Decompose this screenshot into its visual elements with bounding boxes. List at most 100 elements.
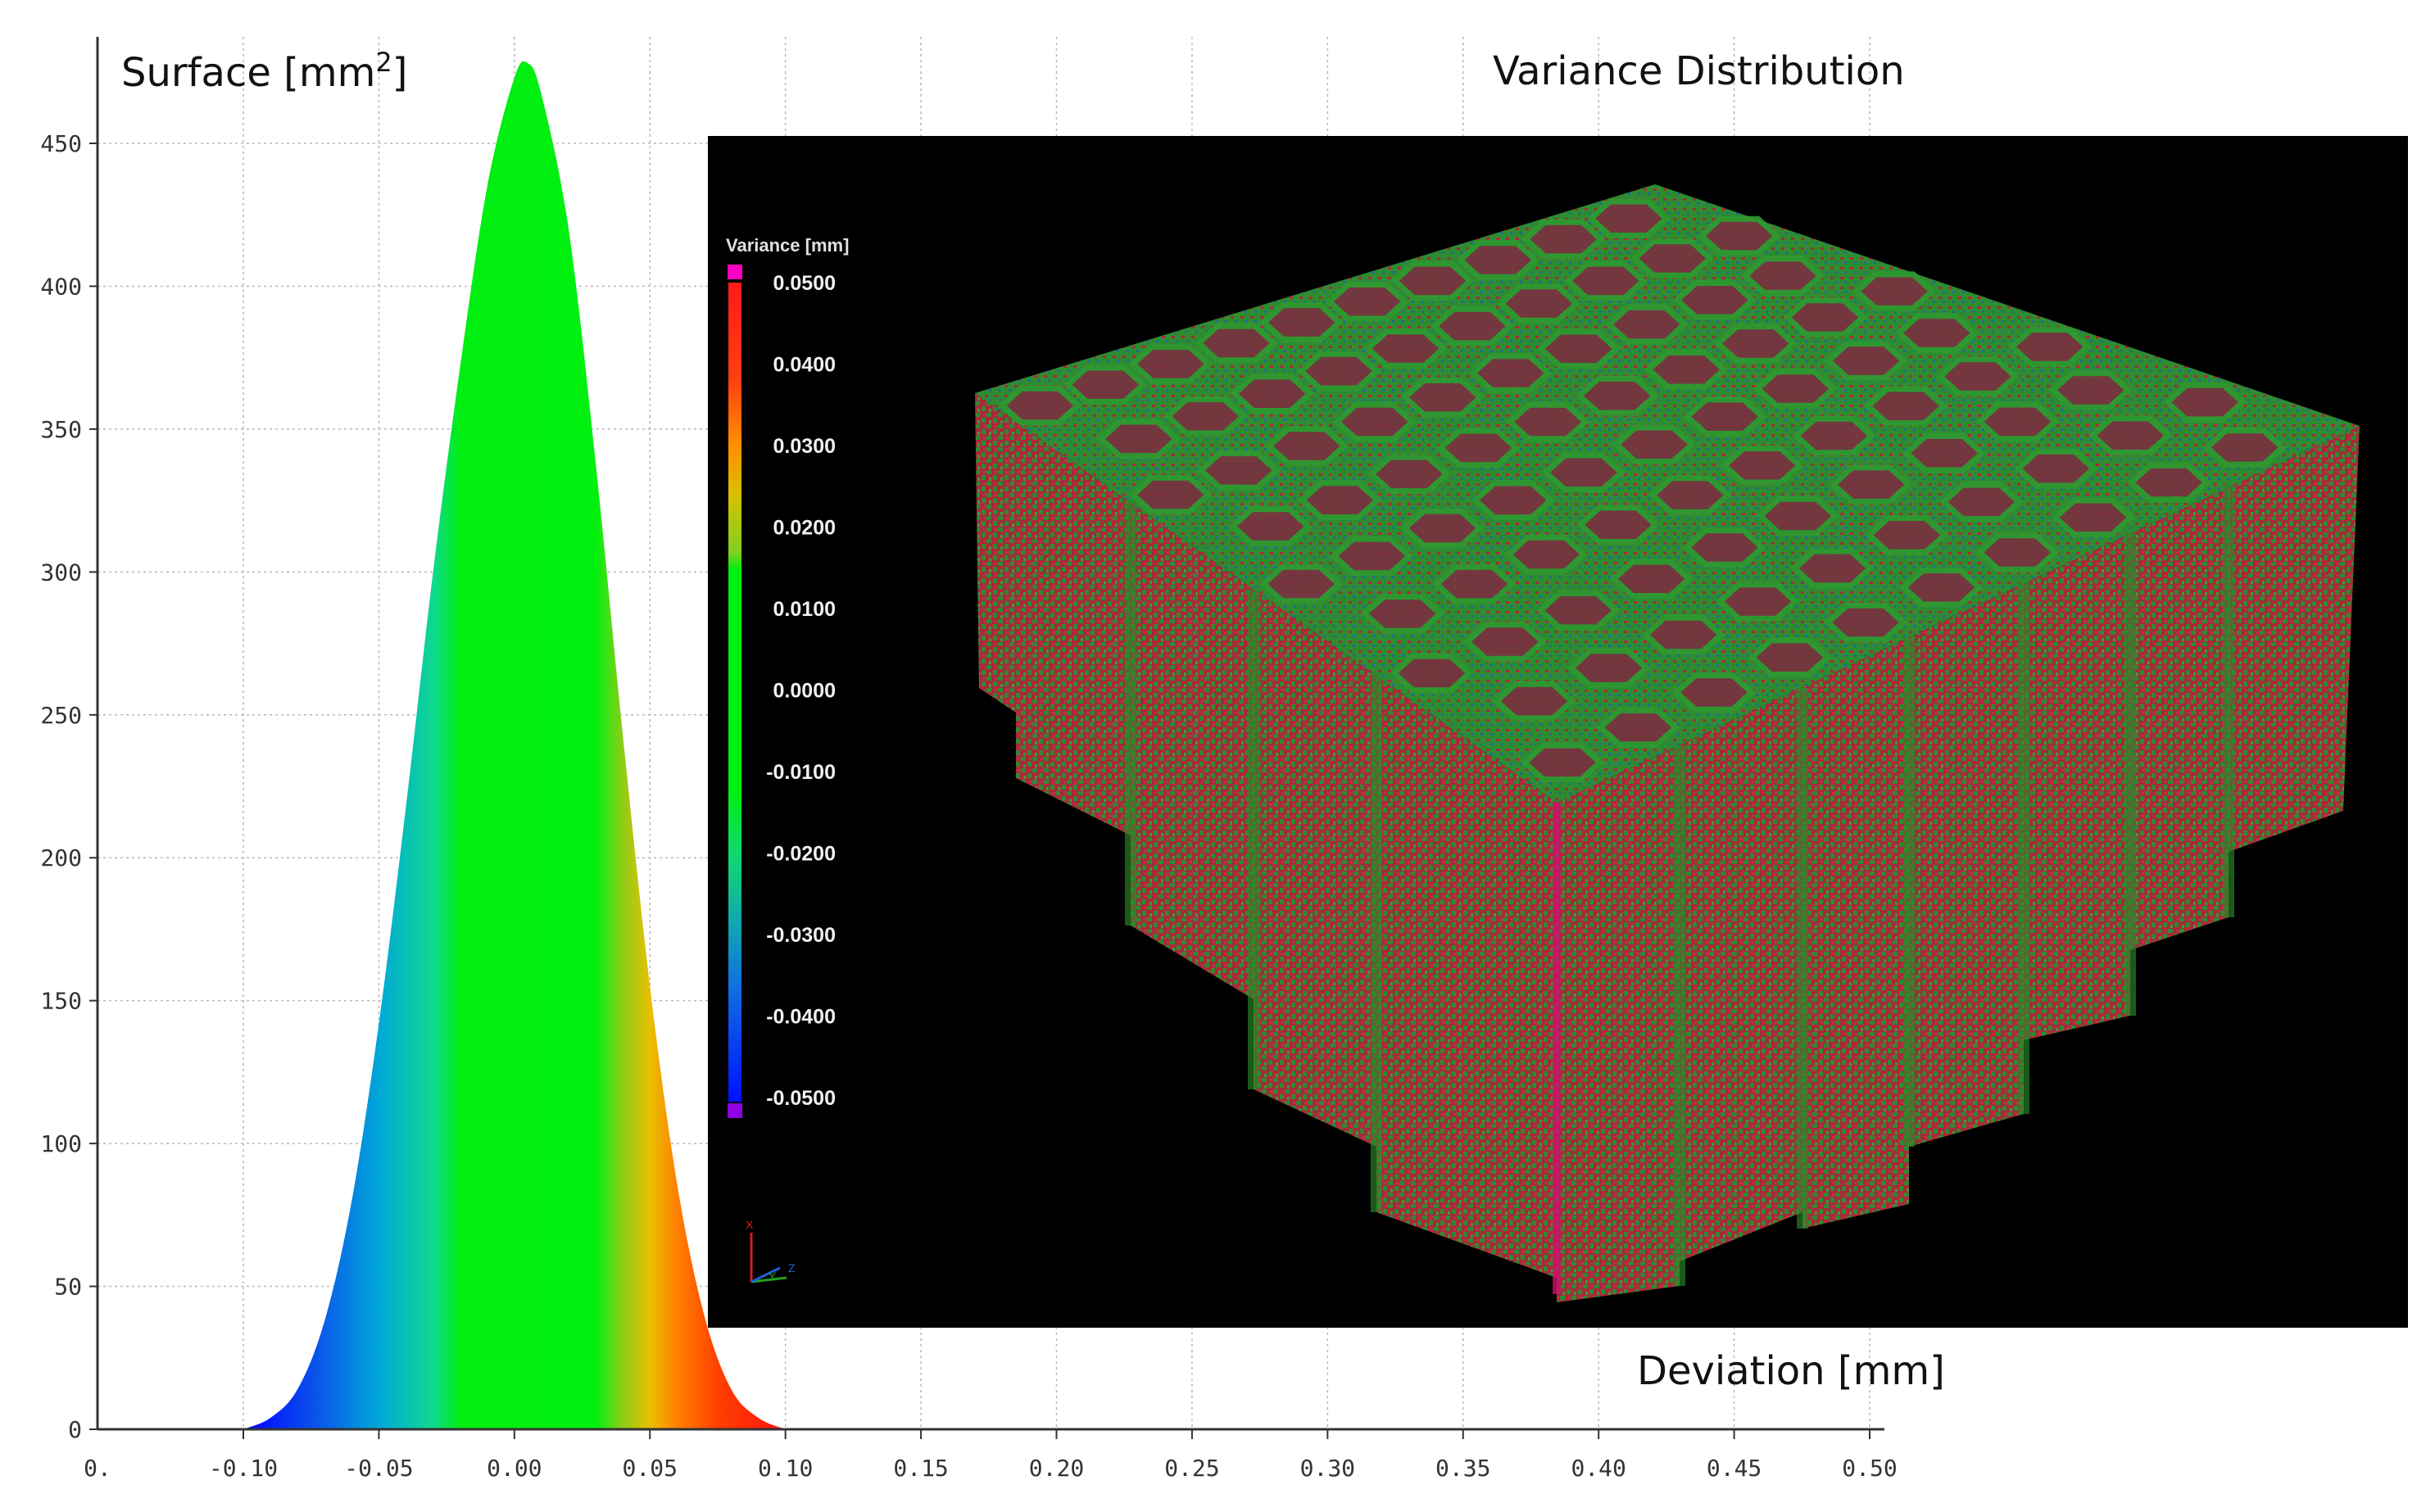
legend-tick-label: -0.0300: [766, 924, 836, 947]
honeycomb-cell: [1063, 364, 1148, 405]
honeycomb-cell: [1264, 426, 1349, 466]
legend-tick-label: 0.0400: [773, 354, 836, 377]
legend-tick-label: 0.0000: [773, 680, 836, 703]
honeycomb-cell: [1520, 742, 1605, 783]
x-tick-label: 0.25: [1164, 1455, 1219, 1482]
honeycomb-cell: [1194, 323, 1279, 364]
honeycomb-cell: [1697, 215, 1781, 256]
honeycomb-cell: [1259, 302, 1344, 342]
y-tick-label: 400: [40, 273, 82, 300]
honeycomb-cell: [1939, 482, 2024, 523]
x-tick-label: 0.15: [893, 1455, 948, 1482]
y-tick-label: 350: [40, 416, 82, 443]
honeycomb-cell: [1783, 297, 1867, 337]
honeycomb-cell: [998, 385, 1082, 426]
honeycomb-cell: [1604, 304, 1689, 345]
honeycomb-cell: [1468, 353, 1553, 393]
honeycomb-cell: [1503, 534, 1589, 575]
legend-tick-label: 0.0200: [773, 517, 836, 540]
honeycomb-cell: [1596, 707, 1680, 748]
honeycomb-cell: [1360, 594, 1444, 634]
honeycomb-cell: [1228, 506, 1313, 546]
honeycomb-cell: [1576, 505, 1661, 545]
orientation-axes-icon: X Y Z: [746, 1218, 796, 1283]
honeycomb-cell: [1096, 419, 1181, 459]
honeycomb-cell: [1902, 432, 1987, 473]
axis-letter-x: X: [746, 1218, 754, 1231]
x-tick-label: 0.05: [623, 1455, 678, 1482]
x-tick-label: 0.20: [1029, 1455, 1084, 1482]
legend-title: Variance [mm]: [726, 235, 849, 256]
legend-tick-label: -0.0200: [766, 843, 836, 866]
honeycomb-cell: [1163, 396, 1248, 437]
x-tick-label: -0.10: [209, 1455, 278, 1482]
variance-3d-inset: Variance [mm] 0.05000.04000.03000.02000.…: [708, 136, 2408, 1328]
y-tick-label: 200: [40, 844, 82, 871]
honeycomb-cell: [1863, 386, 1948, 427]
honeycomb-cell: [1367, 454, 1452, 495]
honeycomb-cell: [1567, 648, 1651, 688]
honeycomb-cell: [1230, 373, 1314, 414]
honeycomb-cell: [1128, 474, 1213, 515]
honeycomb-cell: [1390, 653, 1474, 694]
legend-tick-label: -0.0400: [766, 1006, 836, 1029]
honeycomb-cell: [1332, 401, 1417, 442]
honeycomb-cell: [2162, 382, 2247, 423]
honeycomb-cell: [1671, 672, 1757, 713]
honeycomb-cell: [1829, 464, 1913, 505]
honeycomb-cell: [1713, 324, 1798, 364]
honeycomb-cell: [1672, 280, 1757, 320]
honeycomb-cell: [1894, 313, 1979, 353]
honeycomb-cell: [1575, 375, 1659, 416]
honeycomb-cell: [1128, 344, 1213, 384]
honeycomb-cell: [1753, 369, 1838, 409]
honeycomb-cell: [1740, 256, 1825, 296]
honeycomb-cell: [1296, 351, 1381, 392]
y-tick-label: 250: [40, 702, 82, 729]
honeycomb-cell: [2202, 428, 2287, 468]
honeycomb-cell: [1196, 450, 1281, 491]
x-axis-ticks: 0. -0.10 -0.05 0.00 0.05 0.10 0.15 0.20 0.25 0.30…: [84, 1429, 1898, 1482]
y-tick-label: 450: [40, 130, 82, 157]
honeycomb-cell: [1400, 377, 1485, 418]
x-axis-label: Deviation [mm]: [1637, 1348, 1945, 1394]
x-tick-label: 0.: [84, 1455, 111, 1482]
honeycomb-cell: [1432, 564, 1517, 604]
honeycomb-cell: [1609, 559, 1694, 599]
y-tick-label: 50: [54, 1274, 82, 1301]
honeycomb-cell: [1505, 401, 1590, 442]
honeycomb-cell: [1298, 480, 1382, 520]
honeycomb-cell: [2088, 415, 2173, 455]
honeycomb-cell: [1792, 415, 1876, 456]
honeycomb-cell: [2051, 497, 2135, 538]
x-tick-label: -0.05: [344, 1455, 413, 1482]
honeycomb-cell: [1462, 622, 1548, 662]
honeycomb-cell: [1436, 428, 1521, 469]
honeycomb-cell: [1430, 306, 1515, 346]
honeycomb-cell: [2126, 462, 2211, 503]
honeycomb-cell: [1471, 480, 1555, 521]
honeycomb-cell: [1641, 614, 1725, 655]
honeycomb-cell: [1823, 602, 1908, 643]
honeycomb-cell: [1258, 564, 1344, 604]
honeycomb-cell: [1536, 328, 1621, 369]
honeycomb-cell: [1975, 401, 2060, 442]
honeycomb-cell: [1682, 527, 1767, 568]
honeycomb-cell: [1612, 424, 1697, 464]
honeycomb-cell: [1852, 271, 1937, 311]
y-tick-label: 100: [40, 1130, 82, 1157]
honeycomb-cell: [1400, 508, 1485, 549]
legend-tick-label: 0.0500: [773, 272, 836, 295]
axis-letter-y: Y: [769, 1270, 777, 1283]
x-tick-label: 0.35: [1435, 1455, 1490, 1482]
honeycomb-cell: [1330, 536, 1414, 577]
legend-tick-label: -0.0100: [766, 761, 836, 784]
chart-title: Variance Distribution: [1493, 48, 1905, 94]
honeycomb-cell: [1720, 446, 1804, 486]
honeycomb-cell: [1535, 590, 1621, 631]
honeycomb-cell: [1563, 260, 1648, 301]
x-tick-label: 0.30: [1300, 1455, 1355, 1482]
honeycomb-cell: [1899, 568, 1984, 608]
legend-top-marker: [728, 265, 742, 279]
